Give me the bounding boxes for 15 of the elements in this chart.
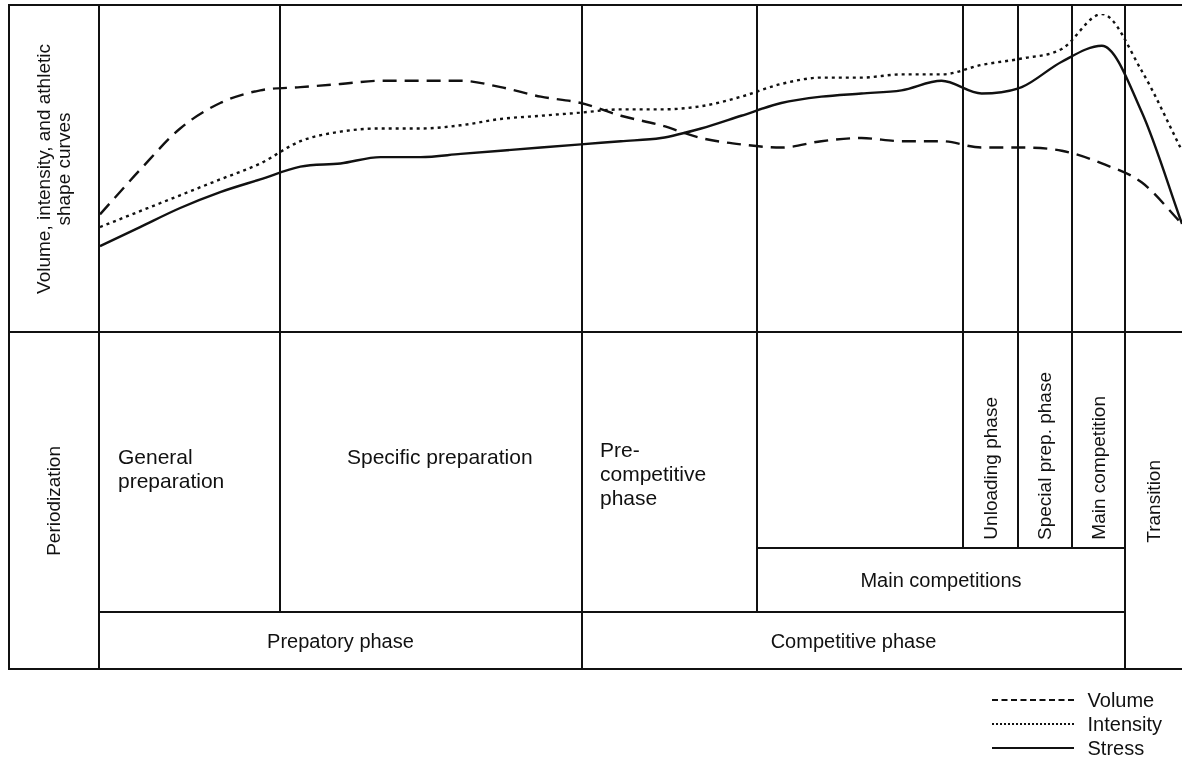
text: Specific preparation — [347, 445, 534, 469]
text: Main competition — [1087, 396, 1110, 540]
legend-label: Stress — [1087, 736, 1145, 760]
text: Periodization — [42, 446, 65, 556]
text: Unloading phase — [979, 397, 1002, 540]
text: Transition — [1142, 459, 1165, 543]
text: Main competitions — [859, 567, 1023, 593]
text: Special prep. phase — [1034, 372, 1056, 540]
legend-label: Intensity — [1087, 712, 1162, 736]
text: Pre-competitive phase — [600, 438, 708, 510]
legend-label: Volume — [1087, 688, 1155, 712]
text: Prepatory phase — [266, 628, 415, 654]
y-axis-title: Volume, intensity, and athletic shape curves — [32, 42, 74, 296]
text: General preparation — [118, 445, 226, 493]
text: Competitive phase — [769, 628, 938, 654]
